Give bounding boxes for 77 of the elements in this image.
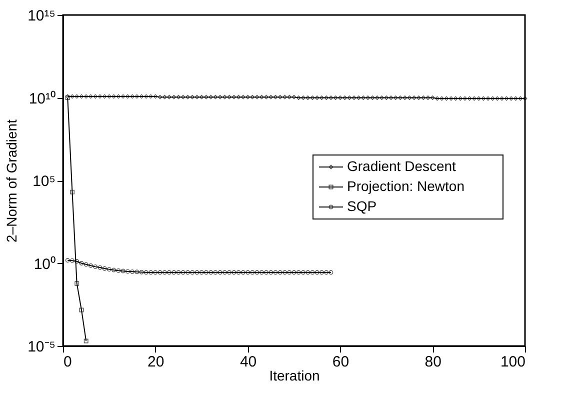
point [144, 270, 148, 275]
point [79, 308, 84, 312]
point [306, 270, 310, 275]
point [250, 270, 255, 275]
point [194, 270, 200, 275]
point [208, 270, 214, 275]
point [134, 270, 140, 274]
point [106, 267, 112, 272]
point [236, 270, 241, 275]
legend-label: Gradient Descent [347, 158, 456, 174]
point [172, 270, 176, 275]
point [282, 270, 287, 275]
point [232, 270, 236, 275]
point [254, 270, 260, 275]
y-tick-label: 10¹⁰ [28, 90, 56, 108]
point [130, 269, 135, 274]
point [273, 270, 278, 275]
point [190, 270, 195, 275]
point [264, 270, 268, 275]
point [240, 270, 246, 275]
point [259, 270, 264, 275]
point [324, 270, 329, 275]
y-axis-title: 2–Norm of Gradient [4, 119, 20, 242]
point [218, 270, 222, 275]
legend-label: Projection: Newton [347, 178, 465, 194]
point [79, 261, 84, 266]
point [84, 262, 88, 267]
y-tick-label: 10⁻⁵ [28, 338, 56, 356]
point [213, 270, 218, 275]
point [310, 270, 315, 275]
point [65, 96, 70, 100]
point [120, 268, 126, 274]
point [246, 270, 250, 275]
point [125, 269, 130, 274]
x-tick-label: 40 [240, 354, 257, 370]
y-tick-label: 10⁰ [34, 256, 56, 273]
point [296, 270, 301, 275]
point [287, 270, 292, 275]
point [204, 270, 208, 275]
point [186, 270, 190, 275]
point [180, 270, 186, 275]
point [167, 270, 172, 275]
point [153, 270, 158, 275]
point [162, 270, 167, 275]
point [112, 268, 116, 272]
point [70, 258, 74, 263]
x-tick-label: 0 [64, 354, 72, 370]
point [222, 270, 227, 275]
point [116, 268, 121, 273]
x-tick-label: 80 [424, 354, 442, 370]
point [148, 270, 153, 275]
x-tick-label: 20 [148, 354, 164, 370]
point [314, 270, 320, 275]
point [93, 264, 98, 269]
point [70, 190, 74, 194]
x-tick-label: 60 [332, 354, 350, 370]
point [74, 281, 80, 286]
point [74, 259, 80, 264]
point [199, 270, 204, 275]
y-tick-label: 10¹⁵ [28, 8, 56, 24]
point [268, 270, 274, 275]
x-axis-title: Iteration [269, 368, 320, 384]
x-tick-label: 100 [500, 354, 526, 370]
point [139, 270, 144, 274]
y-tick-label: 10⁵ [32, 173, 56, 190]
legend-label: SQP [347, 198, 377, 214]
point [88, 263, 93, 268]
point [227, 270, 232, 275]
point [102, 266, 107, 271]
point [301, 270, 306, 275]
point [158, 270, 162, 275]
point [320, 270, 324, 275]
point [292, 270, 296, 275]
point [98, 265, 102, 270]
point [176, 270, 181, 275]
point [84, 338, 88, 344]
point [278, 270, 282, 275]
